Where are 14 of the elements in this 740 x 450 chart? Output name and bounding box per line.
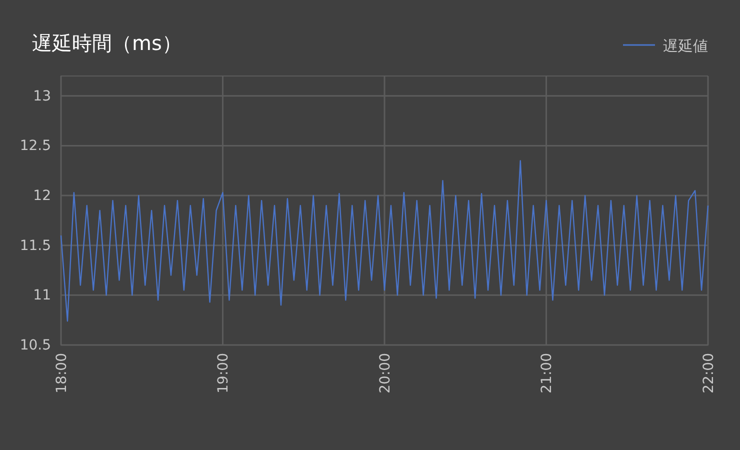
x-tick-label: 20:00 [377, 353, 394, 394]
y-tick-label: 11 [33, 288, 51, 304]
x-tick-label: 18:00 [54, 353, 70, 394]
y-tick-label: 10.5 [20, 337, 51, 354]
y-tick-label: 13 [33, 88, 51, 104]
legend-label: 遅延値 [663, 37, 708, 55]
line-series [60, 160, 709, 322]
x-tick-label: 22:00 [700, 353, 717, 394]
y-tick-label: 11.5 [20, 238, 51, 254]
y-tick-label: 12 [33, 188, 51, 204]
chart-title: 遅延時間（ms） [32, 31, 182, 55]
y-tick-label: 12.5 [20, 138, 51, 154]
x-tick-label: 21:00 [539, 353, 556, 394]
x-tick-label: 19:00 [216, 353, 232, 394]
